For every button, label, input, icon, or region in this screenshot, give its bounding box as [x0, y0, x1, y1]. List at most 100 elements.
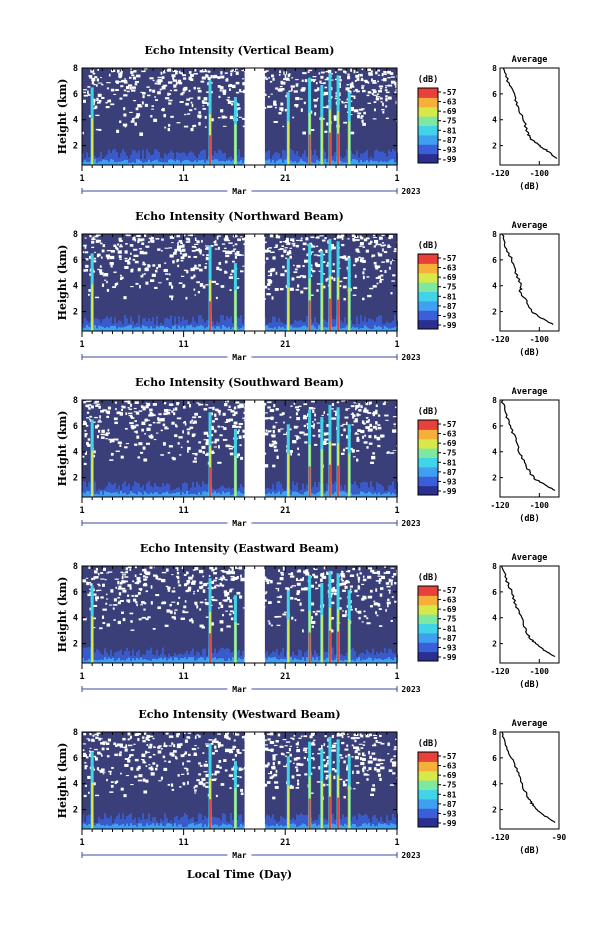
colorbar-segment	[418, 599, 438, 602]
average-y-tick-label: 2	[492, 806, 497, 815]
x-tick-label: 1	[79, 838, 84, 848]
colorbar-segment	[418, 138, 438, 141]
colorbar-segment	[418, 646, 438, 649]
colorbar-unit: (dB)	[418, 407, 438, 417]
colorbar-segment	[418, 127, 438, 130]
data-gap	[244, 731, 265, 830]
average-x-label: (dB)	[519, 182, 539, 192]
x-tick-label: 1	[79, 506, 84, 516]
colorbar-frame	[417, 751, 439, 828]
colorbar-tick-label: -75	[442, 615, 457, 624]
average-x-tick-label: -120	[490, 833, 509, 842]
data-gap	[244, 233, 265, 332]
colorbar-segment	[418, 112, 438, 115]
echo-streaks	[90, 72, 351, 165]
x-tick-label: 1	[394, 506, 399, 516]
colorbar-segment	[418, 468, 438, 472]
colorbar-segment	[418, 116, 438, 119]
colorbar-segment	[418, 815, 438, 819]
colorbar-segment	[418, 774, 438, 777]
colorbar-segment	[418, 131, 438, 134]
colorbar-segment	[418, 299, 438, 302]
colorbar-segment	[418, 653, 438, 656]
no-data-speckle	[82, 400, 401, 468]
colorbar-tick-label: -57	[442, 254, 457, 263]
colorbar-segment	[418, 300, 438, 304]
y-axis-label: Height (km)	[56, 411, 69, 487]
x-year-label: 2023	[401, 187, 420, 196]
colorbar-tick-label: -63	[442, 264, 457, 273]
average-profile-line	[500, 399, 556, 492]
colorbar-tick-label: -69	[442, 439, 457, 448]
colorbar-segment	[418, 435, 438, 438]
colorbar-segment	[418, 101, 438, 104]
colorbar-segment	[418, 651, 438, 654]
echo-streaks	[90, 736, 351, 829]
colorbar-segment	[418, 636, 438, 639]
average-x-tick-label: -120	[490, 335, 509, 344]
colorbar-segment	[418, 606, 438, 609]
colorbar-tick-label: -69	[442, 771, 457, 780]
colorbar-segment	[418, 610, 438, 613]
colorbar-segment	[418, 617, 438, 621]
y-tick-label: 4	[73, 448, 78, 458]
colorbar-segment	[418, 825, 438, 828]
average-x-label: (dB)	[519, 680, 539, 690]
colorbar-segment	[418, 491, 438, 494]
colorbar-segment	[418, 95, 438, 98]
colorbar-segment	[418, 629, 438, 632]
colorbar-segment	[418, 315, 438, 319]
colorbar-segment	[418, 433, 438, 436]
colorbar-tick-label: -93	[442, 809, 457, 818]
colorbar-segment	[418, 478, 438, 481]
y-tick-label: 2	[73, 806, 78, 816]
average-y-tick-label: 2	[492, 640, 497, 649]
colorbar-tick-label: -63	[442, 596, 457, 605]
x-tick-label: 1	[394, 672, 399, 682]
average-y-tick-label: 4	[492, 448, 497, 457]
average-y-tick-label: 6	[492, 422, 497, 431]
colorbar-segment	[418, 659, 438, 662]
colorbar-segment	[418, 780, 438, 783]
average-frame	[499, 233, 560, 332]
colorbar-tick-label: -69	[442, 107, 457, 116]
average-y-tick-label: 2	[492, 308, 497, 317]
colorbar-unit: (dB)	[418, 739, 438, 749]
colorbar-segment	[418, 99, 438, 102]
colorbar-tick-label: -63	[442, 98, 457, 107]
y-tick-label: 2	[73, 640, 78, 650]
y-tick-label: 2	[73, 474, 78, 484]
echo-streaks	[90, 404, 351, 497]
average-y-tick-label: 4	[492, 282, 497, 291]
average-y-tick-label: 8	[492, 562, 497, 571]
average-y-tick-label: 6	[492, 90, 497, 99]
colorbar-segment	[418, 453, 438, 457]
colorbar-segment	[418, 427, 438, 430]
colorbar-tick-label: -99	[442, 321, 457, 330]
colorbar-segment	[418, 257, 438, 261]
colorbar-segment	[418, 819, 438, 822]
colorbar-segment	[418, 321, 438, 324]
colorbar-tick-label: -75	[442, 283, 457, 292]
average-y-tick-label: 8	[492, 728, 497, 737]
colorbar-segment	[418, 444, 438, 447]
y-tick-label: 6	[73, 422, 78, 432]
colorbar-tick-label: -99	[442, 653, 457, 662]
average-y-tick-label: 2	[492, 142, 497, 151]
colorbar-segment	[418, 642, 438, 645]
average-y-tick-label: 2	[492, 474, 497, 483]
colorbar-segment	[418, 619, 438, 623]
y-tick-label: 6	[73, 90, 78, 100]
x-year-label: 2023	[401, 685, 420, 694]
colorbar-segment	[418, 289, 438, 292]
y-tick-label: 4	[73, 282, 78, 292]
colorbar-segment	[418, 644, 438, 647]
average-x-tick-label: -90	[552, 833, 567, 842]
colorbar-segment	[418, 136, 438, 140]
colorbar-segment	[418, 440, 438, 443]
average-y-tick-label: 6	[492, 754, 497, 763]
colorbar-segment	[418, 485, 438, 488]
colorbar-segment	[418, 423, 438, 427]
colorbar-segment	[418, 631, 438, 634]
